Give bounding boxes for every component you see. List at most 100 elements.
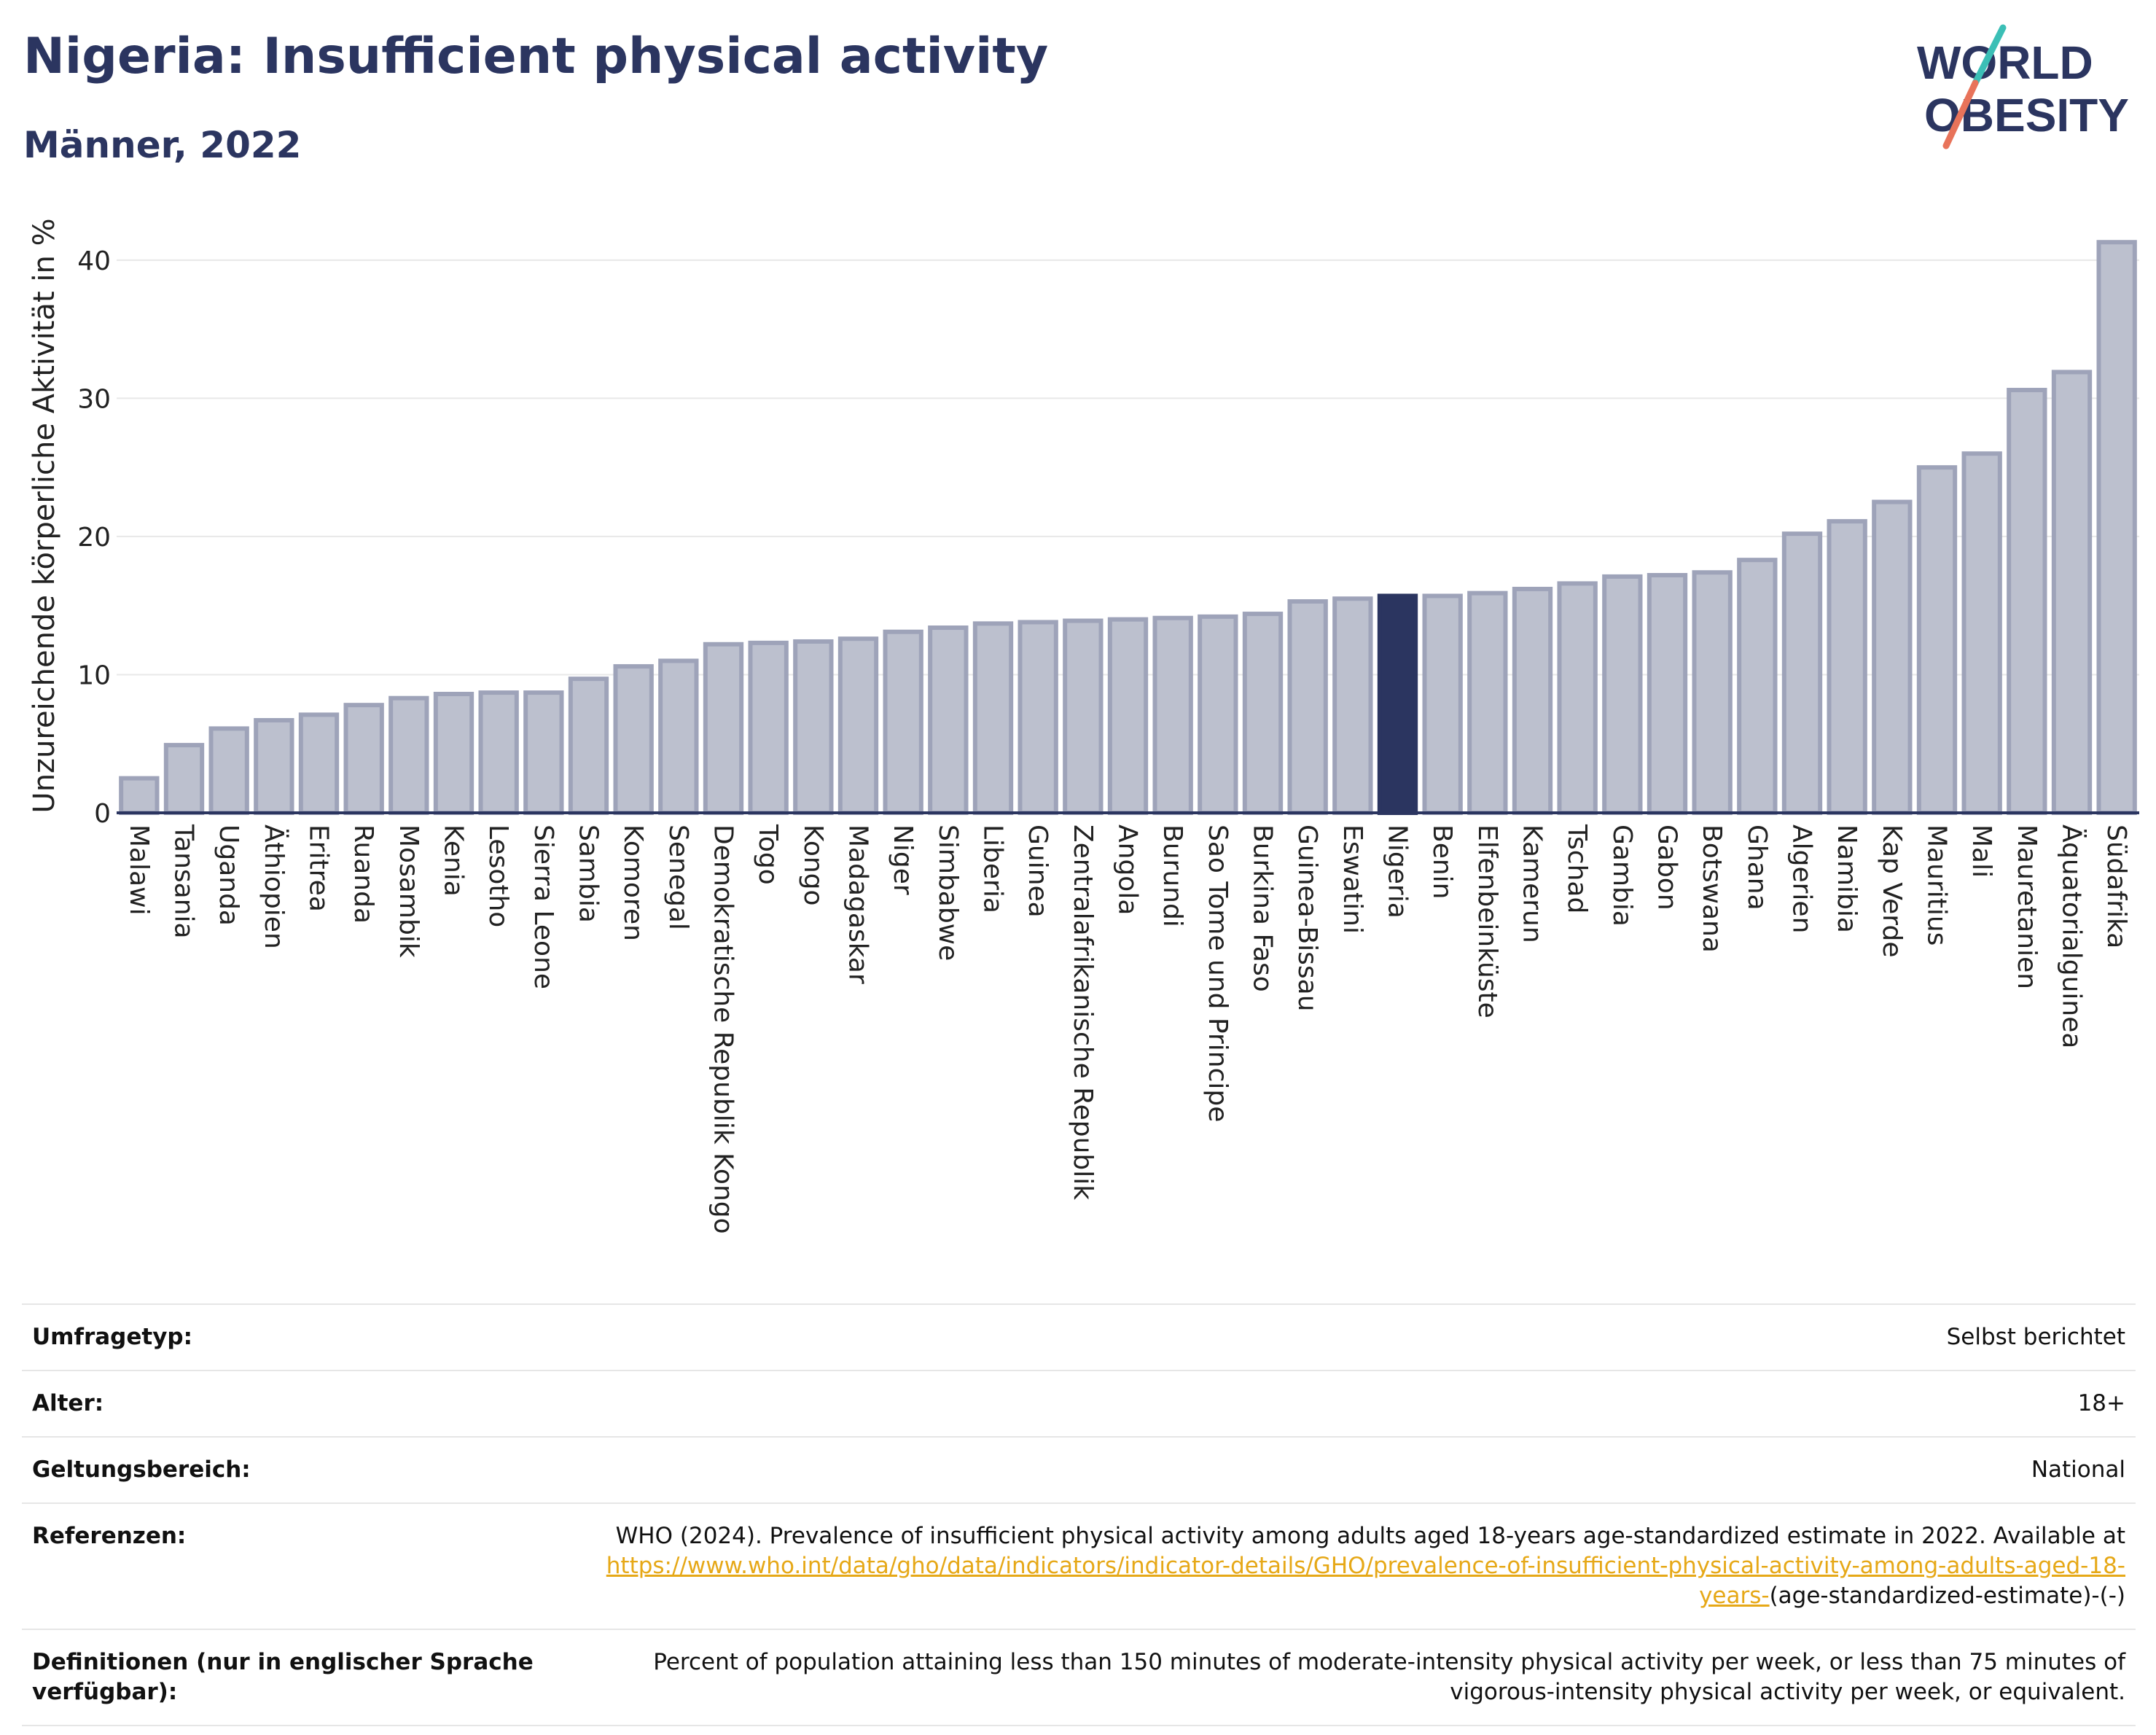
bar (1512, 586, 1553, 815)
x-tick-label: Lesotho (483, 824, 513, 927)
reference-text: WHO (2024). Prevalence of insufficient p… (615, 1523, 2125, 1549)
x-tick-label: Sao Tome und Principe (1203, 824, 1233, 1122)
logo-line1: WORLD (1917, 36, 2093, 89)
x-tick-label: Tschad (1562, 824, 1592, 913)
bar (837, 636, 879, 815)
info-row-references: Referenzen: WHO (2024). Prevalence of in… (22, 1502, 2136, 1629)
x-tick-label: Mosambik (394, 824, 423, 958)
x-tick-label: Komoren (618, 824, 648, 941)
info-value: 18+ (545, 1370, 2136, 1437)
bar (1198, 614, 1238, 815)
x-tick-label: Malawi (124, 824, 154, 916)
bar (388, 695, 429, 815)
x-tick-label: Madagaskar (843, 824, 873, 984)
logo-slash-teal (1972, 24, 2007, 87)
x-tick-label: Togo (753, 824, 783, 885)
x-tick-label: Botswana (1697, 824, 1727, 953)
bar (433, 692, 474, 815)
x-tick-label: Gambia (1607, 824, 1637, 927)
x-tick-label: Benin (1427, 824, 1457, 899)
bar (568, 677, 609, 816)
bar (1872, 499, 1913, 815)
bar (1602, 574, 1643, 815)
bar (1647, 573, 1688, 815)
info-row-coverage: Geltungsbereich: National (22, 1436, 2136, 1503)
x-tick-label: Uganda (214, 824, 243, 926)
info-label: Alter: (22, 1370, 545, 1437)
x-tick-label: Senegal (663, 824, 693, 930)
x-tick-label: Elfenbeinküste (1472, 824, 1502, 1018)
x-tick-label: Ghana (1742, 824, 1772, 911)
bar (1961, 451, 2002, 815)
x-tick-label: Mauritius (1922, 824, 1952, 946)
bar (2007, 388, 2047, 815)
x-tick-label: Zentralafrikanische Republik (1068, 824, 1098, 1200)
info-value: Selbst berichtet (545, 1303, 2136, 1371)
y-tick-label: 30 (77, 384, 111, 414)
bar (883, 629, 923, 815)
x-tick-label: Burkina Faso (1248, 824, 1278, 992)
info-label: Umfragetyp: (22, 1303, 545, 1371)
bar (1827, 519, 1867, 815)
x-tick-label: Eritrea (304, 824, 334, 912)
info-label: Geltungsbereich: (22, 1436, 545, 1503)
x-tick-label: Simbabwe (933, 824, 963, 961)
bar (2051, 370, 2093, 815)
page-title: Nigeria: Insufficient physical activity (23, 28, 1049, 85)
y-tick-label: 20 (77, 523, 111, 553)
x-tick-label: Nigeria (1383, 824, 1413, 919)
bar-chart: 0 10 20 30 40 Malawi Tansania Uganda Äthiopien Er… (28, 218, 2139, 1234)
bar (1377, 593, 1418, 815)
x-tick-label: Kamerun (1518, 824, 1547, 943)
x-tick-label: Kongo (798, 824, 828, 906)
x-tick-label: Tansania (169, 824, 199, 939)
y-tick-label: 40 (77, 246, 111, 276)
info-value: WHO (2024). Prevalence of insufficient p… (545, 1502, 2136, 1629)
info-table: Umfragetyp: Selbst berichtet Alter: 18+ … (22, 1303, 2136, 1726)
info-row-age: Alter: 18+ (22, 1370, 2136, 1437)
x-tick-label: Kenia (439, 824, 469, 897)
x-tick-label: Mali (1966, 824, 1996, 878)
bar (613, 664, 654, 815)
bar (1467, 590, 1508, 815)
bar (1781, 531, 1823, 815)
x-tick-label: Kap Verde (1877, 824, 1907, 957)
reference-suffix: (age-standardized-estimate)-(-) (1769, 1583, 2125, 1609)
page-subtitle: Männer, 2022 (23, 124, 302, 166)
bar (1018, 620, 1058, 815)
x-tick-label: Äquatorialguinea (2057, 824, 2087, 1048)
info-label: Referenzen: (22, 1502, 545, 1629)
bar (1692, 570, 1733, 815)
bar (1287, 599, 1328, 816)
x-tick-label: Guinea (1023, 824, 1052, 918)
x-tick-label: Burundi (1157, 824, 1187, 927)
bar (343, 703, 384, 815)
y-axis-label: Unzureichende körperliche Aktivität in % (28, 218, 61, 813)
bar (972, 621, 1014, 815)
x-tick-label: Südafrika (2101, 824, 2131, 948)
bar (1557, 581, 1598, 815)
y-tick-label: 0 (94, 799, 111, 829)
info-row-definitions: Definitionen (nur in englischer Sprache … (22, 1629, 2136, 1726)
x-tick-label: Eswatini (1337, 824, 1367, 934)
x-tick-label: Guinea-Bissau (1292, 824, 1322, 1012)
bar (1242, 612, 1284, 815)
bar (928, 625, 969, 815)
info-value: National (545, 1436, 2136, 1503)
bar (478, 690, 519, 816)
x-tick-label: Algerien (1787, 824, 1817, 933)
bar (2096, 240, 2137, 815)
bar (793, 639, 834, 815)
x-tick-label: Sierra Leone (528, 824, 558, 989)
y-tick-label: 10 (77, 660, 111, 690)
bar (119, 776, 160, 815)
reference-link[interactable]: https://www.who.int/data/gho/data/indica… (606, 1553, 2125, 1609)
x-tick-label: Niger (888, 824, 918, 895)
world-obesity-logo: WORLD OBESITY (1917, 24, 2129, 149)
bar (658, 658, 699, 816)
x-tick-label: Demokratische Republik Kongo (708, 824, 738, 1234)
bar (163, 743, 205, 816)
bar (254, 718, 294, 816)
bar (1332, 596, 1373, 816)
bar (1422, 593, 1463, 815)
